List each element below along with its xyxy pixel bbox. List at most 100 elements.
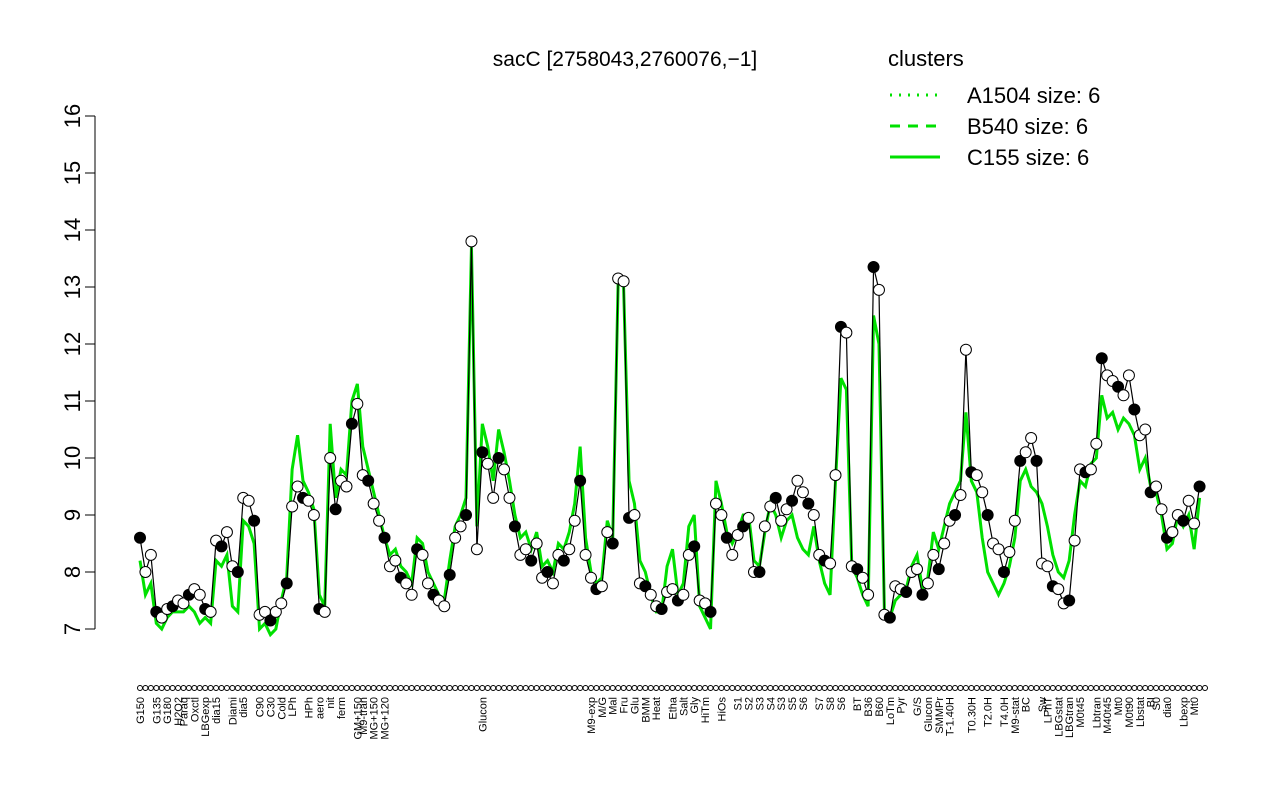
point xyxy=(525,554,538,567)
point xyxy=(530,537,543,550)
x-tick-label: S8 xyxy=(825,697,837,710)
point xyxy=(519,543,532,556)
x-rug xyxy=(1033,685,1040,691)
x-tick-label: S6 xyxy=(836,697,848,710)
x-rug xyxy=(827,685,834,691)
x-rug xyxy=(1049,685,1056,691)
x-tick-label: Sw xyxy=(1037,697,1049,712)
x-tick-label: Paraq xyxy=(178,697,190,726)
x-tick-label: dia15 xyxy=(211,697,223,724)
point xyxy=(737,520,750,533)
x-rug xyxy=(1191,685,1198,691)
y-tick-label: 7 xyxy=(60,623,85,635)
point xyxy=(1117,389,1130,402)
x-rug xyxy=(1066,685,1073,691)
point xyxy=(1030,454,1043,467)
x-tick-label: Mt0 xyxy=(1113,697,1125,715)
x-tick-label: T2.0H xyxy=(983,697,995,727)
x-tick-label: C90 xyxy=(255,697,267,717)
x-rug xyxy=(914,685,921,691)
point xyxy=(731,528,744,541)
x-rug xyxy=(1077,685,1084,691)
x-rug xyxy=(674,685,681,691)
x-rug xyxy=(1153,685,1160,691)
x-rug xyxy=(229,685,236,691)
point xyxy=(362,474,375,487)
x-rug xyxy=(196,685,203,691)
x-rug xyxy=(441,685,448,691)
point xyxy=(786,494,799,507)
x-tick-label: H2O2 xyxy=(173,697,185,726)
x-tick-label: S6 xyxy=(798,697,810,710)
point xyxy=(911,563,924,576)
x-rug xyxy=(566,685,573,691)
point xyxy=(487,491,500,504)
x-tick-label: G150 xyxy=(135,697,147,724)
x-rug xyxy=(968,685,975,691)
point xyxy=(644,588,657,601)
y-tick-label: 13 xyxy=(60,275,85,299)
x-rug xyxy=(1142,685,1149,691)
x-tick-label: S3 xyxy=(754,697,766,710)
point xyxy=(574,474,587,487)
point xyxy=(492,452,505,464)
x-rug xyxy=(702,685,709,691)
point xyxy=(405,588,418,601)
x-rug xyxy=(995,685,1002,691)
x-tick-label: G135 xyxy=(151,697,163,724)
x-tick-label: T-1.40H xyxy=(945,697,957,736)
x-rug xyxy=(261,685,268,691)
point xyxy=(791,474,804,487)
point xyxy=(666,583,679,596)
point xyxy=(329,503,342,516)
x-tick-label: BMM xyxy=(640,697,652,723)
point xyxy=(1084,463,1097,476)
x-rug xyxy=(680,685,687,691)
x-rug xyxy=(234,685,241,691)
x-tick-label: S0 xyxy=(1151,697,1163,710)
x-tick-label: LBGtran xyxy=(1064,697,1076,738)
x-tick-label: G180 xyxy=(162,697,174,724)
x-tick-label: dia5 xyxy=(238,697,250,718)
x-rug xyxy=(191,685,198,691)
x-tick-label: HiTm xyxy=(700,697,712,723)
x-rug xyxy=(598,685,605,691)
point xyxy=(1041,560,1054,573)
point xyxy=(134,531,146,544)
x-rug xyxy=(1158,685,1165,691)
x-tick-label: SMMPr xyxy=(934,697,946,734)
point xyxy=(220,526,233,539)
point xyxy=(389,554,402,567)
x-rug xyxy=(952,685,959,691)
x-rug xyxy=(185,685,192,691)
x-rug xyxy=(718,685,725,691)
point xyxy=(1177,514,1190,527)
x-rug xyxy=(544,685,551,691)
y-tick-label: 10 xyxy=(60,446,85,470)
x-rug xyxy=(560,685,567,691)
point xyxy=(460,509,473,521)
point xyxy=(1188,517,1201,530)
point xyxy=(1193,480,1206,493)
point xyxy=(699,597,712,610)
point xyxy=(465,235,478,248)
x-rug xyxy=(745,685,752,691)
x-rug xyxy=(979,685,986,691)
x-rug xyxy=(658,685,665,691)
x-rug xyxy=(832,685,839,691)
x-rug xyxy=(1131,685,1138,691)
x-rug xyxy=(962,685,969,691)
x-rug xyxy=(772,685,779,691)
x-rug xyxy=(348,685,355,691)
x-rug xyxy=(1163,685,1170,691)
x-rug xyxy=(430,685,437,691)
point xyxy=(248,514,261,527)
x-rug xyxy=(848,685,855,691)
x-rug xyxy=(1120,685,1127,691)
x-rug xyxy=(587,685,594,691)
x-rug xyxy=(321,685,328,691)
x-rug xyxy=(240,685,247,691)
x-tick-label: BI xyxy=(1146,697,1158,707)
point xyxy=(193,588,206,601)
